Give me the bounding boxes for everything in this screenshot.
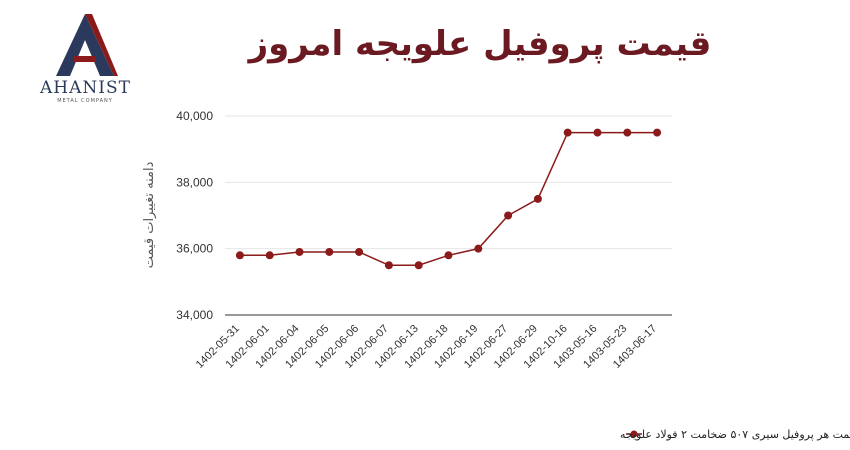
- legend-marker: [630, 430, 638, 438]
- y-tick-label: 38,000: [176, 175, 213, 189]
- x-axis-ticks: 1402-05-311402-06-011402-06-041402-06-05…: [194, 323, 659, 371]
- y-axis-ticks: 34,000 36,000 38,000 40,000: [176, 109, 213, 322]
- data-point[interactable]: [474, 244, 483, 253]
- data-point[interactable]: [355, 247, 364, 256]
- logo-tagline: METAL COMPANY: [57, 98, 113, 104]
- data-point[interactable]: [623, 128, 632, 137]
- chart-title: قیمت پروفیل علویجه امروز: [248, 24, 712, 64]
- data-point[interactable]: [444, 251, 453, 260]
- gridlines: [225, 115, 672, 316]
- series-line: [239, 131, 658, 266]
- legend[interactable]: قیمت هر پروفیل سیری ۵۰۷ ضخامت ۲ فولاد عل…: [620, 428, 850, 441]
- data-point[interactable]: [414, 261, 423, 270]
- y-axis-label: دامنه تغییرات قیمت: [142, 161, 157, 268]
- data-point[interactable]: [325, 247, 334, 256]
- data-point[interactable]: [653, 128, 662, 137]
- data-point[interactable]: [533, 194, 542, 203]
- data-point[interactable]: [235, 251, 244, 260]
- logo-name: AHANIST: [40, 78, 131, 98]
- y-tick-label: 40,000: [176, 109, 213, 123]
- legend-series-label: قیمت هر پروفیل سیری ۵۰۷ ضخامت ۲ فولاد عل…: [620, 428, 850, 441]
- data-point[interactable]: [265, 251, 274, 260]
- company-logo: AHANIST METAL COMPANY: [40, 10, 130, 105]
- y-tick-label: 36,000: [176, 242, 213, 256]
- y-tick-label: 34,000: [176, 308, 213, 322]
- data-point[interactable]: [593, 128, 602, 137]
- series-layer: [235, 128, 662, 270]
- logo-emblem-icon: [56, 14, 118, 76]
- data-point[interactable]: [295, 247, 304, 256]
- data-point[interactable]: [384, 261, 393, 270]
- data-point[interactable]: [563, 128, 572, 137]
- data-point[interactable]: [504, 211, 513, 220]
